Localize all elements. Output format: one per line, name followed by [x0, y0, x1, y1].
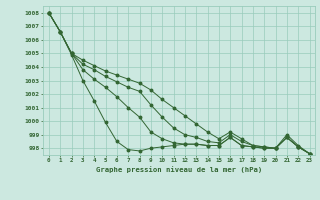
X-axis label: Graphe pression niveau de la mer (hPa): Graphe pression niveau de la mer (hPa) [96, 166, 262, 173]
